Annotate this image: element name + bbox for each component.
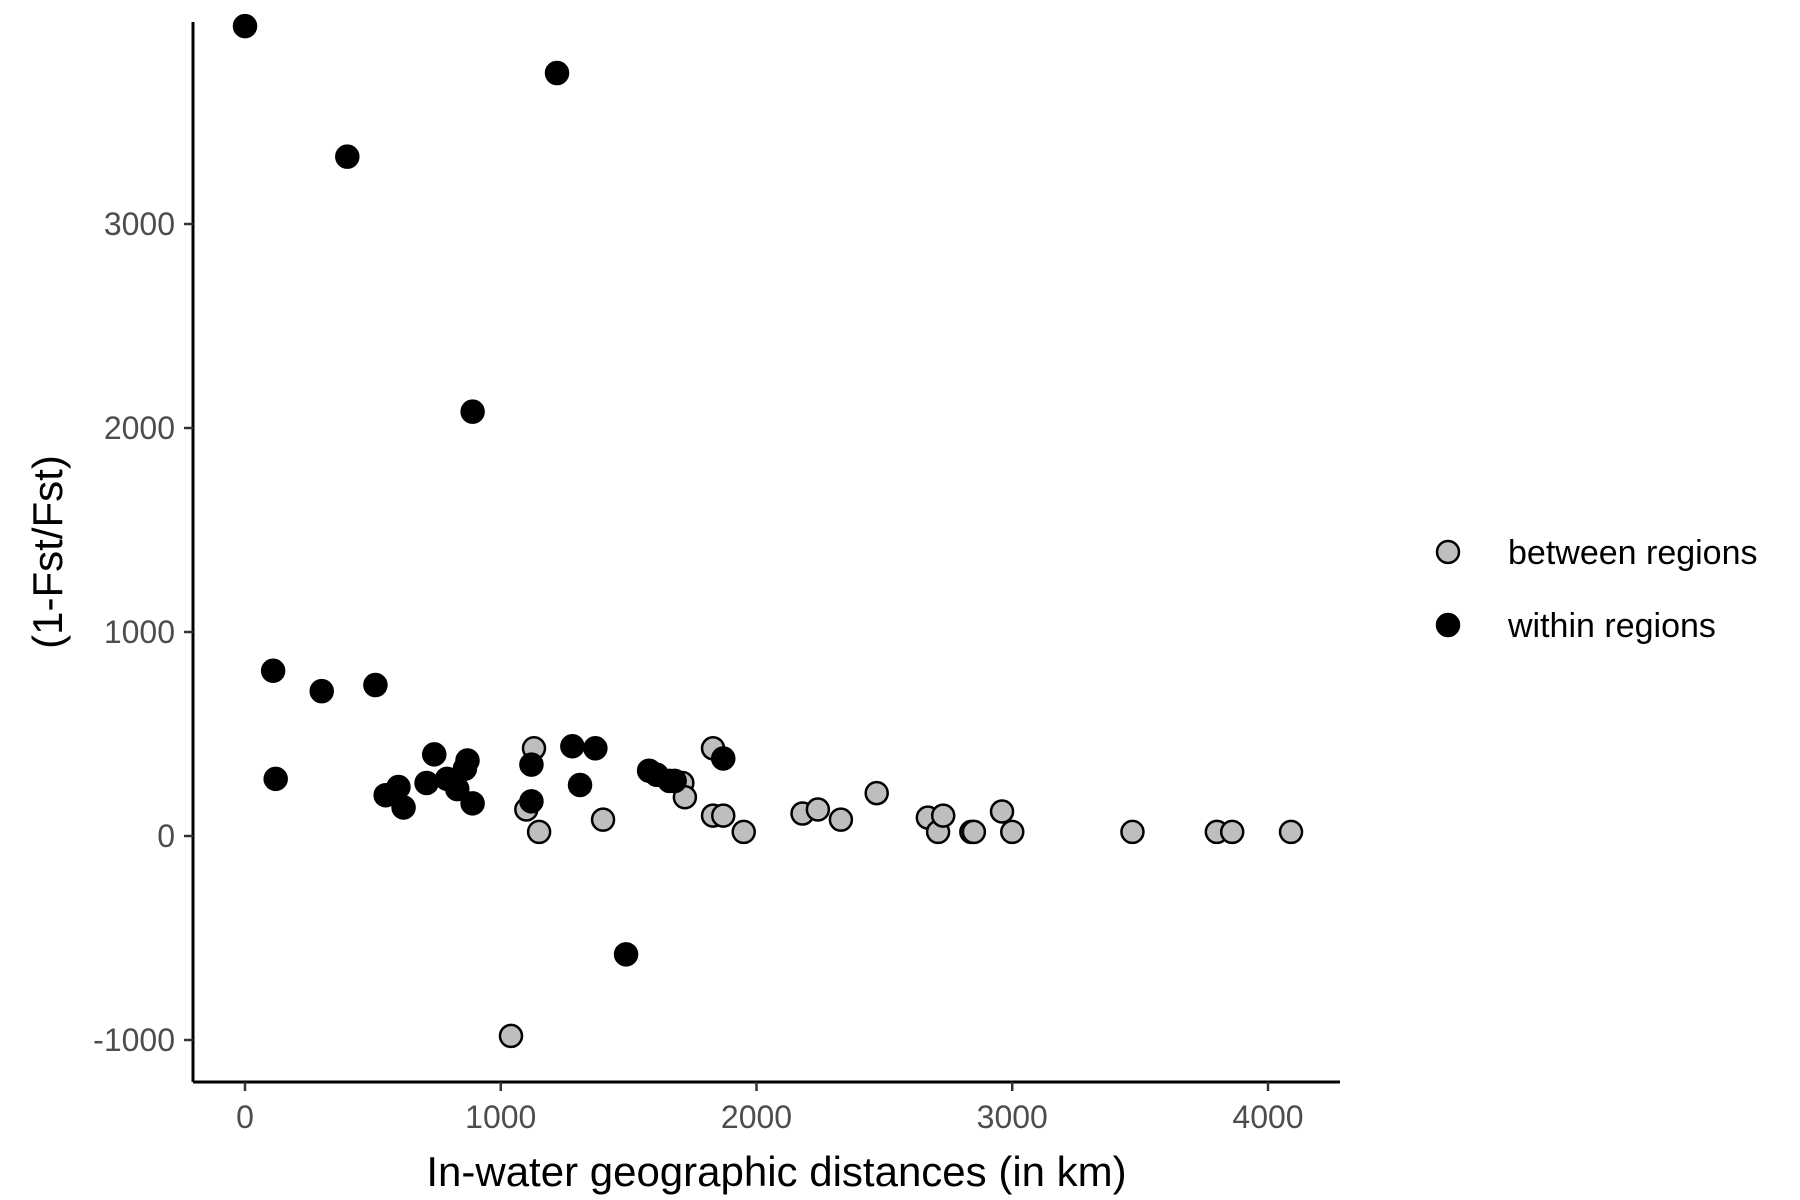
- legend-item: within regions: [1435, 607, 1716, 645]
- data-point: [590, 807, 616, 832]
- y-tick-label: 1000: [104, 614, 175, 650]
- data-point: [309, 678, 334, 704]
- data-point: [828, 807, 854, 832]
- data-point: [263, 766, 288, 792]
- y-tick-label: 2000: [104, 410, 175, 446]
- data-point: [455, 748, 480, 773]
- data-point: [460, 399, 485, 424]
- data-point: [526, 819, 552, 845]
- data-point: [613, 942, 639, 967]
- data-point: [583, 736, 608, 761]
- y-tick-label: 3000: [104, 206, 175, 242]
- series-within-regions: [232, 13, 736, 967]
- data-point: [711, 803, 736, 828]
- y-tick-label: 0: [157, 818, 175, 854]
- data-point: [232, 13, 258, 39]
- data-point: [1120, 819, 1145, 845]
- x-tick-label: 0: [236, 1099, 254, 1135]
- axes: [191, 22, 1340, 1084]
- legend-label: within regions: [1507, 607, 1716, 645]
- data-point: [363, 672, 388, 698]
- data-point: [414, 770, 439, 796]
- y-axis-ticks: -1000 0 1000 2000 3000: [93, 206, 193, 1058]
- x-tick-label: 3000: [977, 1099, 1048, 1135]
- legend-key: [1435, 539, 1461, 565]
- data-point: [805, 797, 831, 822]
- data-point: [961, 819, 987, 845]
- data-point: [1219, 819, 1245, 845]
- data-point: [391, 795, 416, 820]
- data-point: [930, 803, 956, 828]
- legend: between regions within regions: [1435, 534, 1758, 645]
- data-point: [560, 733, 585, 759]
- data-point: [335, 144, 360, 169]
- data-point: [460, 791, 485, 816]
- data-point: [519, 752, 544, 777]
- data-point: [662, 768, 687, 794]
- legend-label: between regions: [1508, 534, 1758, 572]
- series-between-regions: [498, 736, 1304, 1049]
- x-tick-label: 4000: [1232, 1099, 1303, 1135]
- data-point: [422, 742, 447, 767]
- x-axis-ticks: 0 1000 2000 3000 4000: [236, 1082, 1304, 1135]
- x-tick-label: 1000: [465, 1099, 536, 1135]
- plot-area: [232, 13, 1304, 1049]
- data-point: [1000, 819, 1025, 845]
- data-point: [386, 774, 411, 800]
- legend-item: between regions: [1435, 534, 1758, 572]
- legend-key: [1435, 612, 1461, 638]
- data-point: [544, 60, 570, 86]
- data-point: [260, 658, 286, 684]
- x-tick-label: 2000: [721, 1099, 792, 1135]
- data-point: [864, 780, 889, 806]
- data-point: [711, 746, 736, 771]
- data-point: [731, 819, 756, 845]
- y-axis-title: (1-Fst/Fst): [24, 455, 71, 649]
- y-tick-label: -1000: [93, 1022, 175, 1058]
- data-point: [567, 772, 593, 798]
- data-point: [519, 789, 544, 814]
- data-point: [1278, 819, 1304, 845]
- data-point: [498, 1023, 524, 1049]
- data-point: [989, 799, 1015, 824]
- x-axis-title: In-water geographic distances (in km): [426, 1148, 1126, 1195]
